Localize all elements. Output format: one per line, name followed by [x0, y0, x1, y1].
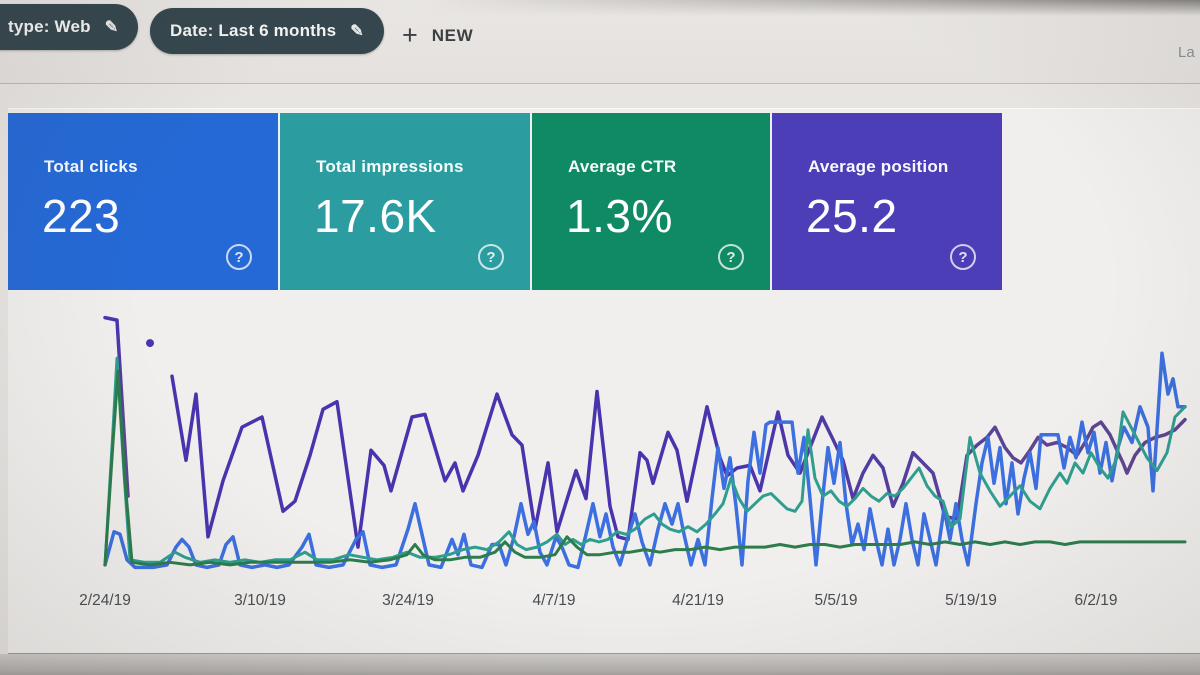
metric-card-label: Total impressions — [316, 157, 464, 176]
filter-chip-search-type-label: type: Web — [8, 17, 91, 36]
last-updated-partial-text: La — [1178, 44, 1195, 61]
series-line-impressions — [103, 315, 130, 498]
x-axis-tick-label: 4/7/19 — [532, 592, 576, 609]
metric-card-label: Average position — [808, 157, 949, 176]
performance-line-chart — [103, 315, 1187, 570]
performance-panel: Total clicks 223 ? Total impressions 17.… — [8, 108, 1200, 654]
x-axis-tick-label: 5/19/19 — [945, 592, 997, 609]
help-question-icon[interactable]: ? — [950, 244, 976, 270]
help-question-icon[interactable]: ? — [478, 244, 504, 270]
x-axis-tick-label: 5/5/19 — [814, 592, 858, 609]
metric-card-value: 1.3% — [566, 190, 673, 242]
screen-bottom-bezel — [0, 654, 1200, 675]
metric-card-value: 223 — [42, 190, 121, 242]
series-line-ctr — [103, 356, 1187, 567]
edit-pencil-icon: ✎ — [104, 19, 119, 36]
metric-card-label: Total clicks — [44, 157, 138, 176]
metric-card-value: 25.2 — [806, 190, 898, 242]
metric-card-row: Total clicks 223 ? Total impressions 17.… — [8, 113, 1002, 290]
help-question-icon[interactable]: ? — [718, 244, 744, 270]
filter-toolbar: type: Web ✎ Date: Last 6 months ✎ + NEW … — [0, 0, 1200, 84]
isolated-data-point — [146, 339, 154, 348]
edit-pencil-icon: ✎ — [350, 23, 364, 40]
metric-card-total-clicks[interactable]: Total clicks 223 ? — [8, 113, 278, 290]
metric-card-average-ctr[interactable]: Average CTR 1.3% ? — [532, 113, 770, 290]
chart-x-axis-labels: 2/24/19 3/10/19 3/24/19 4/7/19 4/21/19 5/5/19… — [79, 592, 1185, 616]
x-axis-tick-label: 3/24/19 — [382, 592, 434, 609]
x-axis-tick-label: 6/2/19 — [1074, 592, 1118, 609]
metric-card-value: 17.6K — [314, 190, 437, 242]
metric-card-label: Average CTR — [568, 157, 677, 176]
new-filter-button[interactable]: + NEW — [402, 16, 473, 56]
metric-card-total-impressions[interactable]: Total impressions 17.6K ? — [280, 113, 530, 290]
filter-chip-search-type[interactable]: type: Web ✎ — [0, 4, 139, 50]
help-question-icon[interactable]: ? — [226, 244, 252, 270]
metric-card-average-position[interactable]: Average position 25.2 ? — [772, 113, 1002, 290]
filter-chip-date-range[interactable]: Date: Last 6 months ✎ — [150, 8, 384, 54]
x-axis-tick-label: 3/10/19 — [234, 592, 286, 609]
series-line-position — [103, 369, 1187, 567]
plus-icon: + — [402, 19, 418, 50]
filter-chip-date-range-label: Date: Last 6 months — [170, 21, 337, 40]
x-axis-tick-label: 4/21/19 — [672, 592, 724, 609]
series-line-clicks — [103, 351, 1187, 570]
new-filter-button-label: NEW — [431, 26, 474, 45]
x-axis-tick-label: 2/24/19 — [79, 592, 131, 609]
